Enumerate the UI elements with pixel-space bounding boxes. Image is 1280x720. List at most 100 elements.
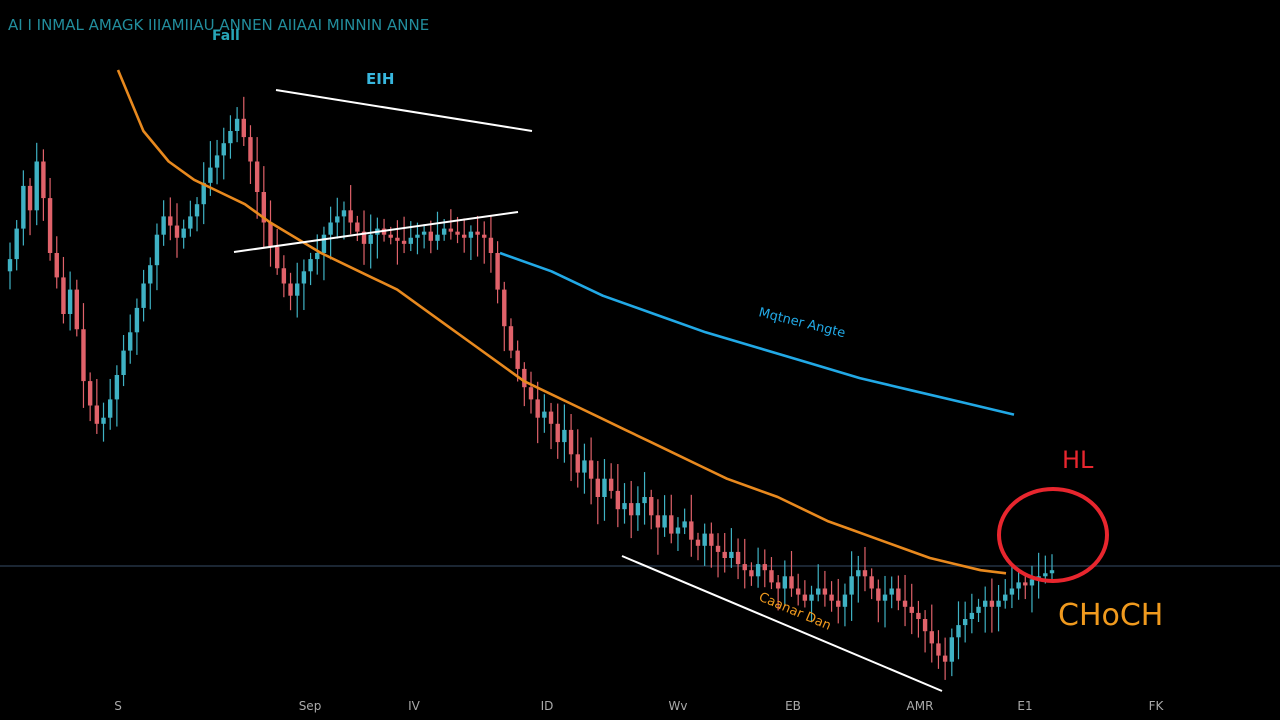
candle-body [67,289,73,314]
candle-body [568,429,574,455]
candle [301,259,307,311]
candle [21,170,26,246]
wedge-lower-trendline [233,211,519,253]
candle [435,211,440,250]
candle [181,219,186,249]
candle-body [1009,588,1015,595]
candle [729,528,734,568]
candle [588,437,594,505]
candle [829,581,834,612]
candle [328,206,333,260]
candle [148,257,153,310]
candle-body [715,545,721,552]
candle [836,578,841,624]
candle [782,560,788,607]
candle [602,459,607,521]
candle-body [261,192,267,223]
candle [448,209,454,240]
candle-body [415,234,420,238]
candle-body [341,210,347,217]
candle-body [742,564,747,571]
candle [47,177,53,261]
candle-body [682,521,687,528]
candle [962,601,968,643]
candle [395,220,400,265]
candle-body [134,307,140,333]
candle-body [41,161,46,199]
candle-body [856,570,861,577]
candle [482,221,487,264]
candle [428,220,434,254]
candle-body [962,619,968,626]
candle [896,575,901,611]
candle [555,403,560,459]
candle [295,262,300,318]
candle [188,200,193,237]
candle-body [94,405,100,424]
candle-body [689,521,694,540]
candle [735,538,741,580]
candle-body [795,588,801,595]
candle [675,517,681,551]
candle [468,225,474,260]
candle-body [662,515,667,528]
candle-body [502,289,507,327]
candle-body [769,570,774,583]
candle [241,96,246,147]
x-tick-label: AMR [907,699,934,713]
candle-body [522,368,527,388]
candle [1003,579,1008,609]
candle [775,575,781,611]
candle [528,371,534,414]
candle-body [101,417,106,424]
candle-body [983,600,988,607]
candle-body [321,234,327,253]
candle [41,149,46,221]
candle-body [335,216,340,223]
candle-body [14,228,19,260]
candle [936,630,941,669]
candle [575,429,580,488]
candle [1036,552,1041,599]
candle-body [582,460,587,473]
candle-body [188,216,193,229]
candle-body [722,551,727,558]
candle [755,547,761,588]
candle [802,580,808,608]
candle-body [234,118,240,131]
candle [495,241,500,304]
candle-body [274,246,280,269]
candle [722,533,727,573]
candle-body [54,253,59,278]
candle [942,637,948,680]
candle [87,372,93,422]
candle [348,185,353,235]
channel-lower-trendline [621,555,943,692]
choch-label: CHoCH [1058,598,1163,633]
candle [856,555,861,603]
candle [983,586,988,633]
x-tick-label: Sep [299,699,322,713]
x-tick-label: E1 [1017,699,1032,713]
candle-body [916,612,921,619]
hl-marker-circle [997,487,1109,583]
candle-body [421,231,427,235]
candle-body [622,503,627,510]
candle-body [128,332,133,351]
candle-body [47,198,53,253]
candle-body [268,222,273,247]
candle-body [702,533,707,546]
candle [174,203,180,258]
candle-body [735,551,741,565]
header-text: AI I INMAL AMAGK IIIAMIIAU ANNEN AIIAAI … [8,16,429,34]
candle [368,214,373,269]
candle [889,576,894,609]
candle-body [608,478,614,491]
candle [709,522,714,568]
candle-body [615,490,621,510]
candle-body [595,478,600,497]
candle-body [87,381,93,406]
candle [121,334,126,387]
candle [61,256,66,324]
candle [462,218,467,253]
